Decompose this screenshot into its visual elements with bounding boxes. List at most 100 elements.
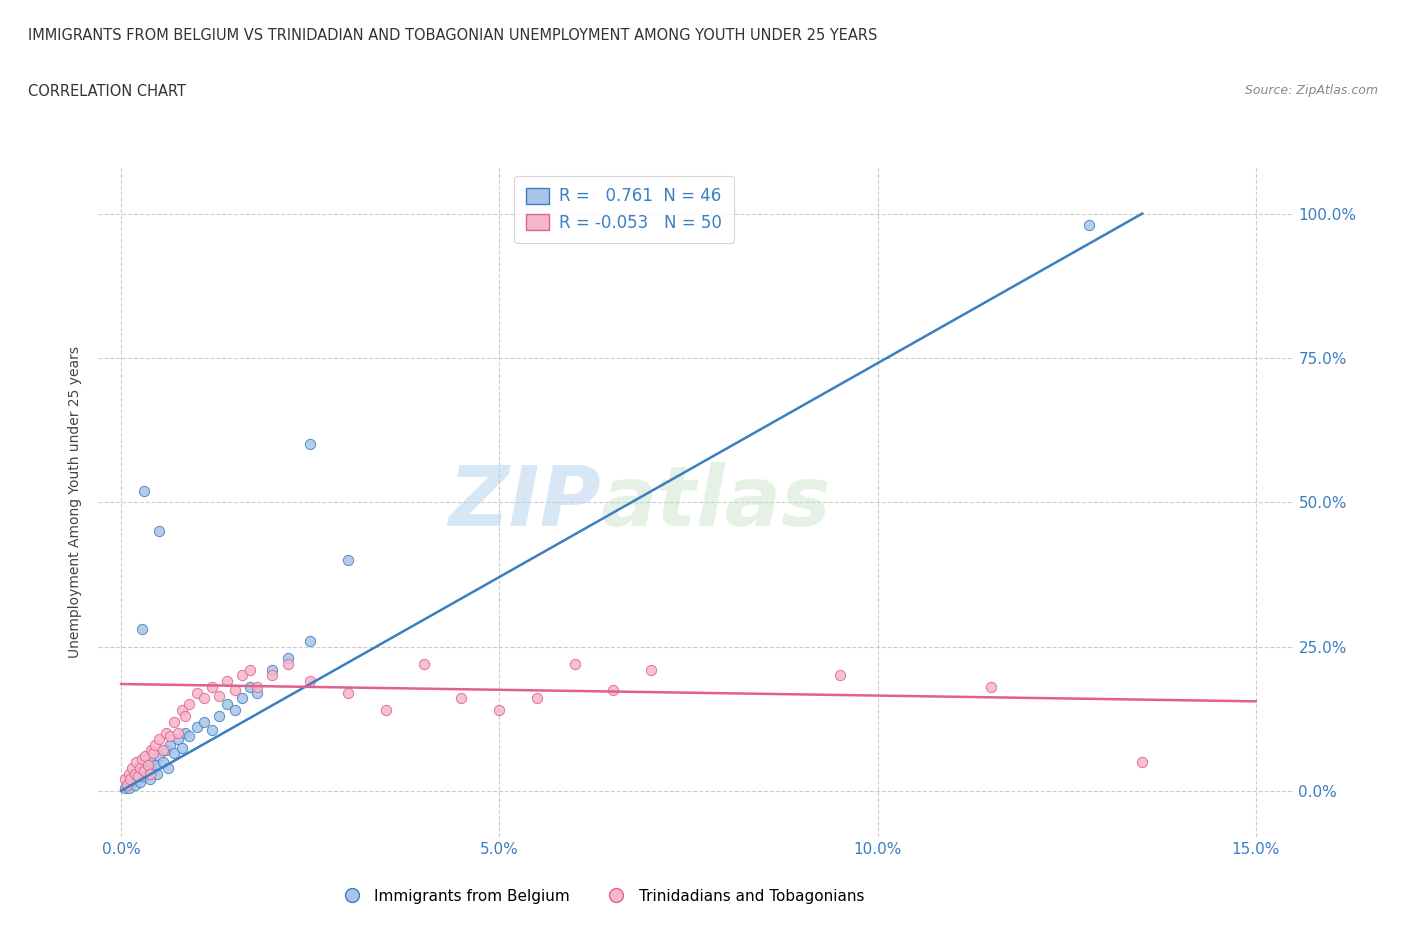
Point xyxy=(299,437,322,452)
Point xyxy=(163,746,186,761)
Point xyxy=(120,772,142,787)
Point xyxy=(132,769,155,784)
Point xyxy=(152,743,174,758)
Point xyxy=(142,746,165,761)
Point xyxy=(231,691,253,706)
Point xyxy=(337,552,360,567)
Point xyxy=(246,685,269,700)
Point xyxy=(124,777,146,792)
Point xyxy=(1078,218,1101,232)
Point xyxy=(152,754,174,769)
Point xyxy=(124,766,146,781)
Point xyxy=(828,668,851,683)
Point xyxy=(159,728,181,743)
Point xyxy=(148,749,170,764)
Point xyxy=(276,657,298,671)
Point xyxy=(208,709,231,724)
Point xyxy=(239,662,262,677)
Point xyxy=(141,754,163,769)
Point xyxy=(155,743,177,758)
Point xyxy=(231,668,253,683)
Point xyxy=(166,725,188,740)
Point xyxy=(276,651,298,666)
Point xyxy=(118,780,141,795)
Point xyxy=(186,720,208,735)
Point xyxy=(246,680,269,695)
Point xyxy=(148,524,170,538)
Point xyxy=(155,725,177,740)
Point xyxy=(121,761,143,776)
Point xyxy=(166,731,188,746)
Point xyxy=(488,702,510,717)
Point xyxy=(299,633,322,648)
Point xyxy=(125,766,148,781)
Point xyxy=(564,657,586,671)
Text: ZIP: ZIP xyxy=(447,461,600,543)
Point xyxy=(136,766,159,781)
Point xyxy=(163,714,186,729)
Point xyxy=(139,772,162,787)
Point xyxy=(224,683,246,698)
Point xyxy=(136,757,159,772)
Point xyxy=(129,775,152,790)
Point xyxy=(127,769,149,784)
Point xyxy=(148,731,170,746)
Point xyxy=(174,709,197,724)
Text: atlas: atlas xyxy=(600,461,831,543)
Point xyxy=(132,764,155,778)
Point xyxy=(132,484,155,498)
Point xyxy=(602,683,624,698)
Point xyxy=(170,740,193,755)
Point xyxy=(114,772,136,787)
Y-axis label: Unemployment Among Youth under 25 years: Unemployment Among Youth under 25 years xyxy=(69,346,83,658)
Point xyxy=(120,775,142,790)
Point xyxy=(134,749,156,764)
Point xyxy=(201,723,224,737)
Point xyxy=(114,780,136,795)
Point xyxy=(170,702,193,717)
Point xyxy=(193,714,215,729)
Point xyxy=(215,697,238,711)
Point xyxy=(118,766,141,781)
Point xyxy=(215,673,238,688)
Point xyxy=(262,662,284,677)
Point xyxy=(131,764,153,778)
Point xyxy=(139,766,162,781)
Point xyxy=(526,691,548,706)
Point xyxy=(174,725,197,740)
Text: CORRELATION CHART: CORRELATION CHART xyxy=(28,84,186,99)
Text: Source: ZipAtlas.com: Source: ZipAtlas.com xyxy=(1244,84,1378,97)
Point xyxy=(115,777,138,792)
Point xyxy=(262,668,284,683)
Point xyxy=(1130,754,1153,769)
Point xyxy=(179,697,201,711)
Point xyxy=(142,764,165,778)
Point xyxy=(337,685,360,700)
Point xyxy=(239,680,262,695)
Point xyxy=(156,761,179,776)
Point xyxy=(186,685,208,700)
Point xyxy=(143,757,166,772)
Point xyxy=(146,766,169,781)
Point xyxy=(980,680,1002,695)
Point xyxy=(201,680,224,695)
Point xyxy=(450,691,472,706)
Point xyxy=(208,688,231,703)
Point xyxy=(143,737,166,752)
Point xyxy=(121,772,143,787)
Point xyxy=(159,737,181,752)
Point xyxy=(299,673,322,688)
Text: IMMIGRANTS FROM BELGIUM VS TRINIDADIAN AND TOBAGONIAN UNEMPLOYMENT AMONG YOUTH U: IMMIGRANTS FROM BELGIUM VS TRINIDADIAN A… xyxy=(28,28,877,43)
Point xyxy=(141,743,163,758)
Point xyxy=(134,761,156,776)
Point xyxy=(131,622,153,637)
Point xyxy=(115,777,138,792)
Legend: Immigrants from Belgium, Trinidadians and Tobagonians: Immigrants from Belgium, Trinidadians an… xyxy=(330,883,870,910)
Point xyxy=(179,728,201,743)
Point xyxy=(131,751,153,766)
Point xyxy=(374,702,396,717)
Point xyxy=(129,761,152,776)
Point xyxy=(193,691,215,706)
Point xyxy=(125,754,148,769)
Point xyxy=(127,772,149,787)
